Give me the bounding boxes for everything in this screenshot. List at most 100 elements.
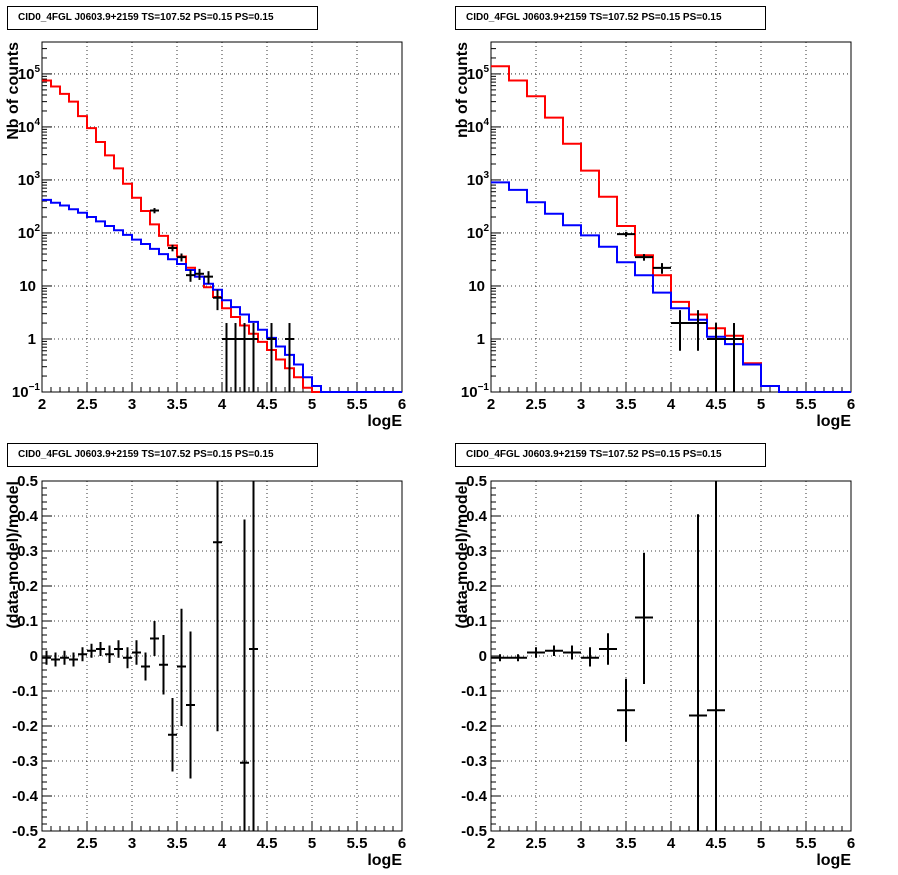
y-axis-title: nb of counts — [454, 42, 471, 138]
data-points — [491, 481, 725, 831]
panel-3-title: CID0_4FGL J0603.9+2159 TS=107.52 PS=0.15… — [7, 443, 318, 467]
y-tick-label: 103 — [467, 170, 490, 189]
x-tick-label: 4 — [667, 396, 676, 413]
y-tick-label: 0 — [30, 648, 38, 665]
x-tick-label: 4 — [218, 396, 227, 413]
data-point — [725, 323, 743, 392]
y-tick-label: 1 — [477, 331, 485, 348]
data-point — [141, 652, 150, 681]
x-tick-label: 2.5 — [77, 396, 98, 413]
data-point — [267, 323, 276, 392]
panel-4: 2 2.5 3 3.5 4 4.5 5 5.5 6 -0.5 -0.4 -0.3 -0.2 -0.1 0 0.… — [454, 473, 855, 869]
data-point — [150, 208, 159, 214]
data-point — [204, 271, 213, 284]
grid — [42, 42, 402, 392]
x-tick-label: 5.5 — [796, 835, 817, 852]
y-tick-label: -0.1 — [461, 683, 487, 700]
y-tick-label: 104 — [467, 117, 490, 136]
panel-1-title: CID0_4FGL J0603.9+2159 TS=107.52 PS=0.15… — [7, 6, 318, 30]
panel-2: 2 2.5 3 3.5 4 4.5 5 5.5 6 10−1 1 10 102 103 104 105 logE… — [454, 41, 855, 430]
data-point — [617, 231, 635, 237]
data-point — [231, 323, 240, 392]
data-point — [635, 552, 653, 684]
x-tick-label: 3 — [577, 396, 585, 413]
data-point — [545, 645, 563, 656]
y-tick-label: 1 — [28, 331, 36, 348]
x-tick-label: 5 — [308, 835, 316, 852]
data-point — [213, 289, 222, 311]
x-tick-label: 5 — [757, 396, 765, 413]
y-tick-label: 102 — [18, 223, 41, 242]
y-axis-title: (data-model)/model — [5, 481, 22, 629]
data-point — [69, 652, 78, 667]
data-point — [240, 323, 249, 392]
y-tick-label: 0 — [479, 648, 487, 665]
y-tick-label: -0.2 — [12, 718, 38, 735]
x-tick-label: 5.5 — [347, 396, 368, 413]
data-point — [249, 323, 258, 392]
data-point — [177, 253, 186, 262]
x-tick-label: 6 — [847, 835, 855, 852]
x-tick-label: 2 — [38, 835, 46, 852]
x-tick-label: 5.5 — [347, 835, 368, 852]
grid — [491, 481, 851, 831]
data-point — [78, 647, 87, 662]
data-point — [689, 310, 707, 351]
data-point — [195, 268, 204, 280]
x-tick-label: 2 — [38, 396, 46, 413]
data-point — [87, 643, 96, 658]
data-point — [222, 323, 231, 392]
data-point — [635, 254, 653, 261]
y-tick-label: 0.1 — [17, 613, 38, 630]
y-tick-label: 102 — [467, 223, 490, 242]
x-tick-label: 4 — [667, 835, 676, 852]
x-tick-label: 3.5 — [167, 835, 188, 852]
data-point — [617, 678, 635, 742]
x-tick-label: 4.5 — [706, 396, 727, 413]
y-tick-label: 10−1 — [461, 382, 490, 401]
y-tick-label: 0.2 — [466, 578, 487, 595]
y-tick-label: 105 — [467, 64, 490, 83]
x-tick-label: 4 — [218, 835, 227, 852]
x-tick-label: 4.5 — [706, 835, 727, 852]
data-point — [159, 635, 168, 695]
data-point — [240, 519, 249, 831]
x-tick-label: 2 — [487, 396, 495, 413]
x-tick-label: 2 — [487, 835, 495, 852]
x-tick-label: 4.5 — [257, 396, 278, 413]
plot-frame — [41, 41, 403, 393]
data-point — [213, 481, 222, 732]
data-point — [105, 645, 114, 663]
y-tick-label: -0.5 — [12, 823, 38, 840]
x-tick-label: 5.5 — [796, 396, 817, 413]
data-point — [177, 608, 186, 726]
data-point — [168, 244, 177, 252]
y-axis-title: (data-model)/model — [454, 481, 471, 629]
data-point — [123, 647, 132, 669]
data-point — [132, 640, 141, 665]
y-tick-label: -0.5 — [461, 823, 487, 840]
panel-1: 2 2.5 3 3.5 4 4.5 5 5.5 6 10−1 1 10 102 103 104 105 logE… — [5, 41, 406, 430]
y-tick-label: 0.5 — [17, 473, 38, 490]
y-tick-label: 10 — [19, 278, 36, 295]
data-point — [60, 650, 69, 665]
x-tick-label: 3 — [128, 396, 136, 413]
x-axis-title: logE — [367, 413, 402, 430]
data-points — [617, 231, 743, 392]
panel-2-title: CID0_4FGL J0603.9+2159 TS=107.52 PS=0.15… — [455, 6, 766, 30]
data-point — [707, 323, 725, 392]
data-point — [581, 647, 599, 667]
y-tick-label: -0.2 — [461, 718, 487, 735]
x-tick-label: 6 — [398, 396, 406, 413]
panel-4-title: CID0_4FGL J0603.9+2159 TS=107.52 PS=0.15… — [455, 443, 766, 467]
x-tick-label: 2.5 — [526, 835, 547, 852]
data-point — [491, 654, 509, 662]
x-tick-label: 3 — [128, 835, 136, 852]
y-tick-label: 0.4 — [466, 508, 488, 525]
y-tick-label: 104 — [18, 117, 41, 136]
y-tick-label: -0.4 — [461, 788, 488, 805]
y-tick-label: 0.5 — [466, 473, 487, 490]
data-point — [689, 514, 707, 831]
data-point — [114, 640, 123, 658]
data-point — [671, 310, 689, 351]
